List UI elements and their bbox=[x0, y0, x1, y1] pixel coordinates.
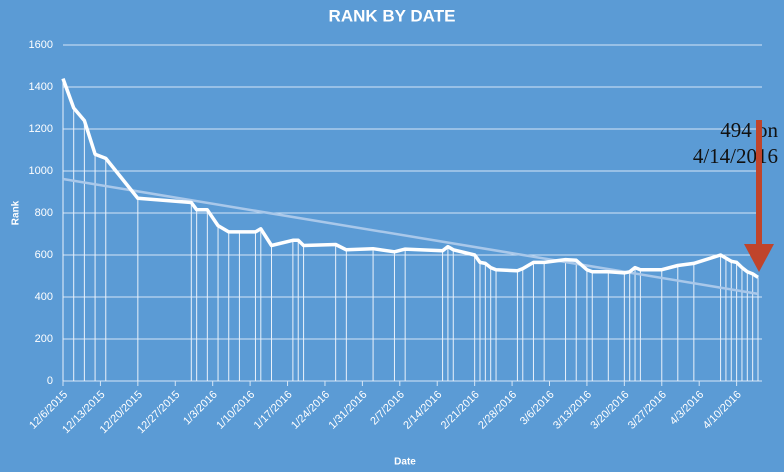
x-tick-label: 3/20/2016 bbox=[588, 389, 631, 432]
x-tick-label: 2/7/2016 bbox=[368, 389, 407, 428]
y-tick-label: 1000 bbox=[29, 165, 53, 177]
x-tick-label: 1/17/2016 bbox=[252, 389, 295, 432]
x-tick-label: 3/27/2016 bbox=[626, 389, 669, 432]
x-tick-label: 1/10/2016 bbox=[214, 389, 257, 432]
y-tick-label: 400 bbox=[35, 291, 53, 303]
trendline bbox=[62, 177, 759, 296]
y-axis-title: Rank bbox=[11, 200, 22, 225]
x-tick-label: 1/3/2016 bbox=[181, 389, 220, 428]
annotation-text: 4/14/2016 bbox=[693, 144, 778, 168]
x-tick-label: 3/13/2016 bbox=[551, 389, 594, 432]
annotation-text: 494 on bbox=[720, 118, 778, 142]
y-tick-label: 1600 bbox=[29, 39, 53, 51]
x-axis-title: Date bbox=[394, 457, 416, 468]
annotation-arrowhead bbox=[744, 244, 774, 272]
x-tick-label: 3/6/2016 bbox=[518, 389, 557, 428]
x-tick-label: 2/21/2016 bbox=[439, 389, 482, 432]
x-tick-label: 2/28/2016 bbox=[476, 389, 519, 432]
series-line bbox=[61, 78, 759, 279]
chart-title: RANK BY DATE bbox=[329, 6, 456, 25]
y-tick-label: 1200 bbox=[29, 123, 53, 135]
x-tick-label: 2/14/2016 bbox=[401, 389, 444, 432]
x-tick-label: 4/3/2016 bbox=[668, 389, 707, 428]
y-tick-label: 800 bbox=[35, 207, 53, 219]
y-tick-label: 600 bbox=[35, 249, 53, 261]
x-tick-label: 1/24/2016 bbox=[289, 389, 332, 432]
y-tick-label: 200 bbox=[35, 333, 53, 345]
x-tick-label: 1/31/2016 bbox=[326, 389, 369, 432]
y-tick-label: 0 bbox=[47, 375, 53, 387]
x-tick-label: 4/10/2016 bbox=[701, 389, 744, 432]
y-tick-label: 1400 bbox=[29, 81, 53, 93]
